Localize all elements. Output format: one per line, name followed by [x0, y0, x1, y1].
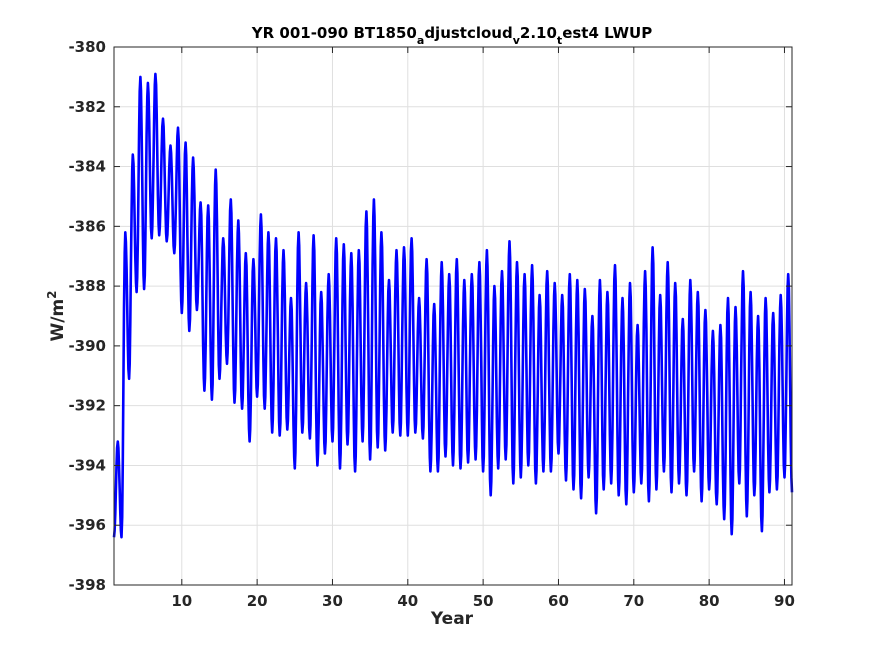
x-tick-label: 30 [322, 592, 343, 610]
y-tick-label: -388 [68, 277, 106, 295]
y-axis-ticks: -398 -396 -394 -392 -390 -388 -386 -384 -382 -380 [68, 38, 792, 594]
plot-frame [113, 46, 793, 586]
x-tick-label: 50 [473, 592, 494, 610]
x-tick-label: 20 [247, 592, 268, 610]
y-tick-label: -390 [68, 337, 106, 355]
y-tick-label: -396 [68, 516, 106, 534]
x-axis-title: Year [430, 609, 474, 629]
x-tick-label: 10 [171, 592, 192, 610]
y-tick-label: -398 [68, 576, 106, 594]
x-tick-label: 90 [774, 592, 795, 610]
y-tick-label: -380 [68, 38, 106, 56]
y-tick-label: -384 [68, 158, 106, 176]
x-axis-ticks: 10 20 30 40 50 60 70 80 90 [171, 47, 795, 610]
chart-title: YR 001-090 BT1850adjustcloudv2.10test4 L… [251, 24, 652, 47]
x-tick-label: 70 [623, 592, 644, 610]
series-layer [112, 72, 794, 539]
y-axis-title: W/m2 [45, 290, 68, 341]
x-tick-label: 40 [397, 592, 418, 610]
y-tick-label: -382 [68, 98, 106, 116]
y-tick-label: -394 [68, 456, 106, 474]
x-tick-label: 60 [548, 592, 569, 610]
series-line [112, 72, 794, 539]
x-tick-label: 80 [699, 592, 720, 610]
y-tick-label: -386 [68, 217, 106, 235]
y-tick-label: -392 [68, 397, 106, 415]
